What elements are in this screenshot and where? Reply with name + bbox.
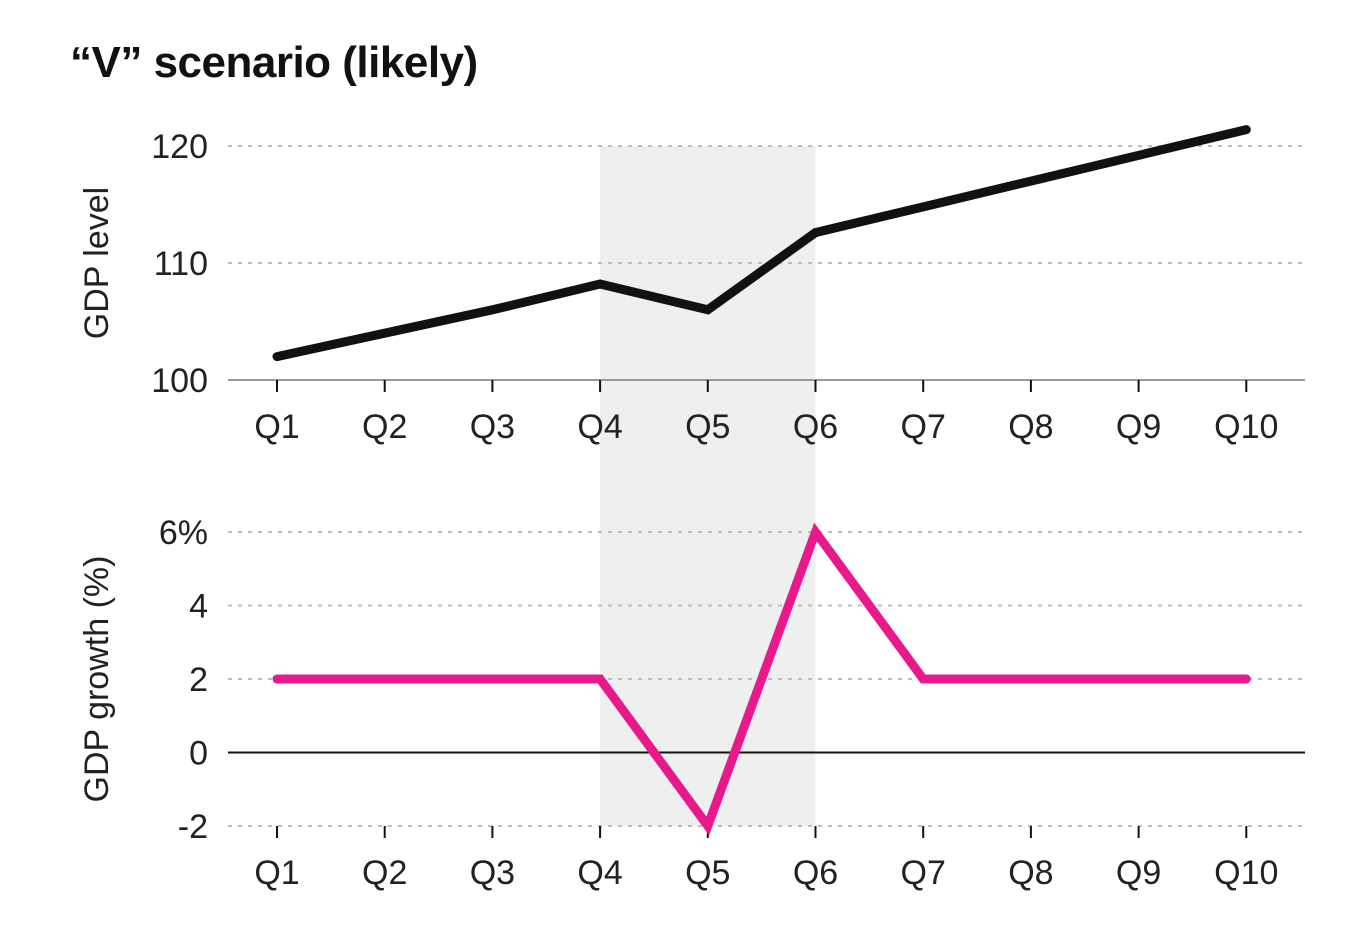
x-tick-label: Q9 xyxy=(1116,854,1161,892)
x-tick-label: Q4 xyxy=(577,854,622,892)
x-tick-label: Q5 xyxy=(685,854,730,892)
x-tick-label: Q3 xyxy=(470,408,515,446)
y-tick-label: 0 xyxy=(189,735,208,773)
y-tick-label: 120 xyxy=(151,128,208,166)
x-tick-label: Q2 xyxy=(362,854,407,892)
series-line xyxy=(272,522,1251,836)
x-tick-label: Q9 xyxy=(1116,408,1161,446)
x-tick-label: Q6 xyxy=(793,408,838,446)
y-axis-title: GDP level xyxy=(78,187,116,339)
y-tick-label: -2 xyxy=(178,808,208,846)
x-tick-label: Q7 xyxy=(901,854,946,892)
x-tick-label: Q6 xyxy=(793,854,838,892)
x-tick-label: Q10 xyxy=(1214,408,1278,446)
gdp-level-panel: 100 110 120 Q1 Q2 Q3 Q4 Q5 Q6 Q7 Q8 Q9 Q10 GDP level xyxy=(78,125,1305,446)
x-tick-label: Q10 xyxy=(1214,854,1278,892)
x-tick-label: Q1 xyxy=(254,854,299,892)
y-tick-label: 100 xyxy=(151,362,208,400)
x-tick-label: Q8 xyxy=(1008,854,1053,892)
x-tick-label: Q4 xyxy=(577,408,622,446)
x-tick-label: Q7 xyxy=(901,408,946,446)
series-line xyxy=(272,125,1251,362)
gdp-growth-panel: -2 0 2 4 6% Q1 Q2 Q3 Q4 Q5 Q6 Q7 Q8 Q9 Q10 GDP growth (… xyxy=(78,514,1305,892)
chart-title: “V” scenario (likely) xyxy=(70,38,478,87)
x-tick-label: Q8 xyxy=(1008,408,1053,446)
x-tick-label: Q3 xyxy=(470,854,515,892)
y-tick-label: 4 xyxy=(189,588,208,626)
x-tick-label: Q2 xyxy=(362,408,407,446)
y-tick-label: 6% xyxy=(159,514,208,552)
y-axis-title: GDP growth (%) xyxy=(78,556,116,803)
x-tick-label: Q5 xyxy=(685,408,730,446)
y-tick-label: 2 xyxy=(189,661,208,699)
x-tick-label: Q1 xyxy=(254,408,299,446)
y-tick-label: 110 xyxy=(154,245,208,283)
